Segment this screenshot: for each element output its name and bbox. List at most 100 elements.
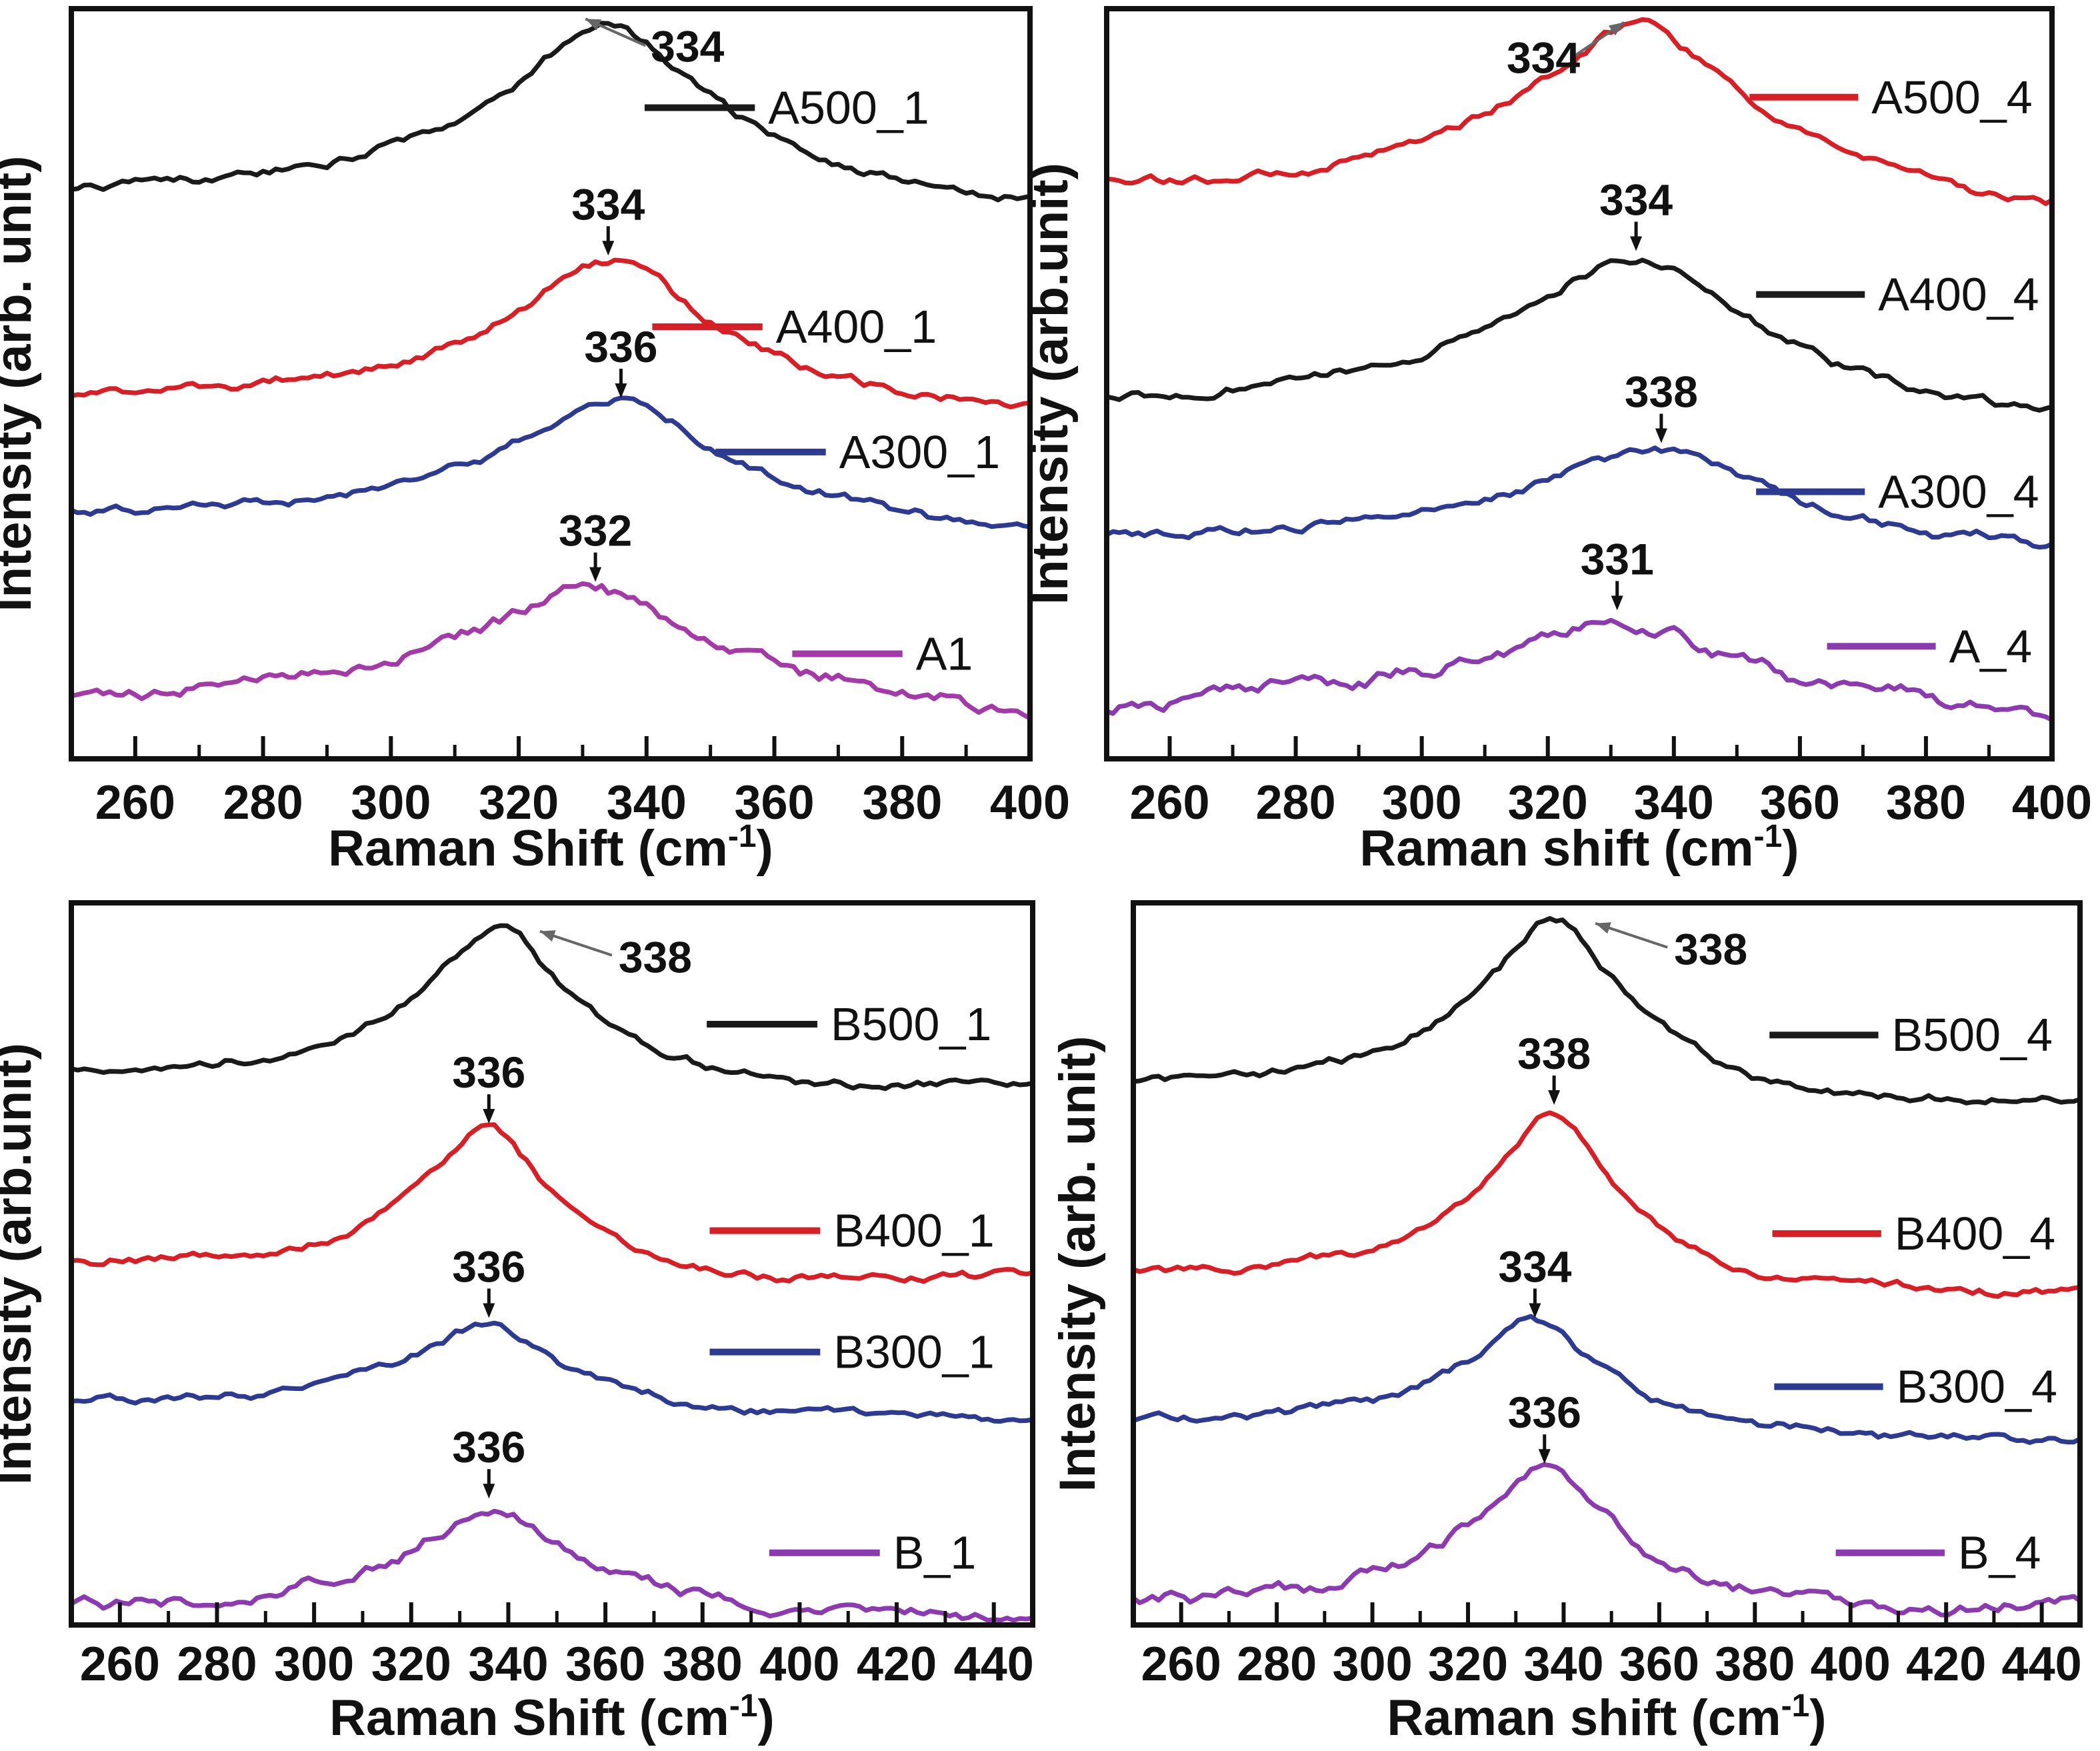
spectrum-curve-B400_1 — [69, 1122, 1035, 1284]
x-tick-label: 360 — [734, 776, 814, 829]
y-axis-title: Intensity (arb. unit) — [0, 156, 42, 612]
peak-annotation-B300_1: 336 — [452, 1242, 525, 1291]
spectrum-curve-B_4 — [1131, 1462, 2083, 1618]
spectrum-curve-A400_1 — [69, 257, 1033, 409]
annotation-arrowhead — [483, 1109, 495, 1124]
spectrum-curve-B500_1 — [69, 923, 1035, 1092]
x-tick-label: 320 — [1508, 776, 1588, 829]
x-tick-label: 280 — [223, 776, 303, 829]
peak-annotation-B500_1: 338 — [619, 933, 692, 982]
spectrum-curve-A300_4 — [1104, 445, 2055, 550]
legend-label-A500_1: A500_1 — [768, 82, 929, 134]
peak-annotation-A500_1: 334 — [651, 21, 724, 71]
annotation-arrowhead — [585, 19, 602, 31]
annotation-arrowhead — [1611, 595, 1623, 611]
legend-label-A1: A1 — [916, 628, 973, 680]
x-tick-label: 360 — [1619, 1638, 1699, 1691]
raman-panel-bottom_right: 260 280 300 320 340 360 380 400 420 440 Raman shif… — [1049, 900, 2083, 1746]
x-tick-label: 300 — [351, 776, 431, 829]
annotation-arrowhead — [1608, 22, 1625, 36]
x-tick-label: 420 — [1906, 1638, 1986, 1691]
peak-annotation-A300_1: 336 — [584, 322, 657, 371]
spectrum-curve-A500_1 — [69, 21, 1033, 203]
raman-panel-top_left: 260 280 300 320 340 360 380 400 Raman Shift (cm-… — [0, 6, 1070, 877]
x-tick-label: 320 — [479, 776, 559, 829]
spectrum-curve-B400_4 — [1131, 1110, 2083, 1299]
annotation-arrowhead — [1595, 922, 1611, 934]
legend-label-B_4: B_4 — [1958, 1527, 2041, 1579]
legend-label-B_1: B_1 — [893, 1527, 977, 1579]
x-tick-label: 280 — [1237, 1638, 1317, 1691]
raman-panel-top_right: 260 280 300 320 340 360 380 400 Raman shift (cm-… — [1022, 6, 2092, 877]
legend-label-B300_4: B300_4 — [1897, 1361, 2057, 1413]
legend-label-B400_4: B400_4 — [1895, 1208, 2055, 1260]
plot-frame — [69, 900, 1035, 1628]
x-axis-title: Raman shift (cm-1) — [1359, 819, 1799, 877]
x-axis-title: Raman Shift (cm-1) — [328, 819, 773, 877]
peak-annotation-B400_4: 338 — [1517, 1029, 1591, 1078]
peak-annotation-B400_1: 336 — [452, 1048, 525, 1097]
annotation-arrowhead — [1529, 1303, 1541, 1318]
x-tick-label: 300 — [274, 1638, 354, 1691]
x-tick-label: 360 — [565, 1638, 645, 1691]
legend-label-A400_4: A400_4 — [1878, 269, 2039, 321]
spectrum-curve-A400_4 — [1104, 257, 2055, 413]
x-tick-label: 320 — [371, 1638, 451, 1691]
annotation-arrowhead — [589, 567, 602, 582]
spectrum-curve-A500_4 — [1104, 17, 2055, 206]
plot-frame — [69, 6, 1033, 761]
x-tick-label: 360 — [1760, 776, 1840, 829]
peak-annotation-B500_4: 338 — [1674, 925, 1747, 974]
x-tick-label: 380 — [663, 1638, 743, 1691]
annotation-arrowhead — [539, 930, 556, 942]
spectrum-curve-A300_1 — [69, 395, 1033, 529]
y-axis-title: Intensity (arb. unit) — [1049, 1036, 1106, 1492]
legend-label-B300_1: B300_1 — [833, 1326, 994, 1378]
x-tick-label: 440 — [2002, 1638, 2082, 1691]
peak-annotation-A500_4: 334 — [1507, 33, 1580, 83]
x-tick-label: 260 — [80, 1638, 160, 1691]
annotation-arrowhead — [602, 241, 615, 256]
plot-frame — [1131, 900, 2083, 1628]
legend-label-A_4: A_4 — [1949, 620, 2033, 672]
legend-label-A500_4: A500_4 — [1871, 71, 2032, 123]
peak-annotation-A400_4: 334 — [1599, 175, 1673, 225]
peak-annotation-B_4: 336 — [1508, 1388, 1581, 1437]
x-tick-label: 340 — [1523, 1638, 1603, 1691]
annotation-arrowhead — [1538, 1449, 1551, 1464]
x-tick-label: 420 — [857, 1638, 937, 1691]
annotation-arrowhead — [483, 1303, 495, 1318]
plot-frame — [1104, 6, 2055, 761]
x-axis-title: Raman Shift (cm-1) — [329, 1688, 775, 1746]
x-tick-label: 280 — [1256, 776, 1336, 829]
annotation-arrowhead — [1655, 428, 1667, 443]
x-tick-label: 400 — [990, 776, 1070, 829]
annotation-arrowhead — [1630, 236, 1643, 251]
annotation-arrowhead — [615, 383, 627, 398]
peak-annotation-A400_1: 334 — [571, 179, 645, 229]
legend-label-B500_4: B500_4 — [1892, 1009, 2053, 1061]
peak-annotation-A1: 332 — [559, 506, 632, 555]
x-tick-label: 380 — [1886, 776, 1966, 829]
y-axis-title: Intensity (arb.unit) — [0, 1043, 42, 1485]
spectrum-curve-A1 — [69, 581, 1033, 721]
x-tick-label: 260 — [95, 776, 175, 829]
x-tick-label: 300 — [1382, 776, 1462, 829]
legend-label-B500_1: B500_1 — [831, 998, 991, 1050]
x-axis-title: Raman shift (cm-1) — [1387, 1688, 1826, 1746]
spectrum-curve-B_1 — [69, 1508, 1035, 1623]
x-tick-label: 380 — [1715, 1638, 1795, 1691]
peak-annotation-A300_4: 338 — [1625, 367, 1698, 417]
legend-label-A300_4: A300_4 — [1878, 466, 2039, 518]
x-tick-label: 380 — [862, 776, 942, 829]
x-tick-label: 400 — [759, 1638, 839, 1691]
legend-label-A300_1: A300_1 — [839, 426, 1000, 478]
spectrum-curve-B500_4 — [1131, 916, 2083, 1106]
spectrum-curve-A_4 — [1104, 617, 2055, 723]
legend-label-A400_1: A400_1 — [776, 301, 937, 353]
x-tick-label: 300 — [1333, 1638, 1413, 1691]
raman-panel-bottom_left: 260 280 300 320 340 360 380 400 420 440 Raman Shif… — [0, 900, 1035, 1746]
x-tick-label: 340 — [468, 1638, 548, 1691]
x-tick-label: 260 — [1129, 776, 1209, 829]
